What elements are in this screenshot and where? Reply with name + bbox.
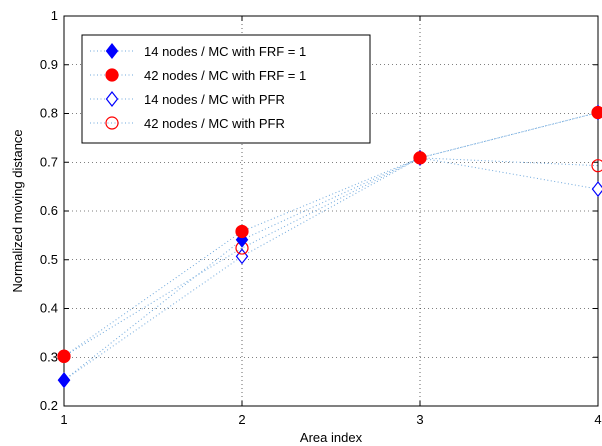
data-point: [57, 372, 71, 389]
connector-lines: [63, 112, 599, 381]
y-tick-label: 0.4: [40, 301, 58, 316]
y-tick-label: 0.2: [40, 398, 58, 413]
y-axis-label: Normalized moving distance: [10, 129, 25, 292]
legend-marker: [105, 116, 119, 130]
legend-label: 14 nodes / MC with FRF = 1: [144, 44, 306, 59]
y-tick-label: 0.9: [40, 57, 58, 72]
legend-marker: [105, 43, 119, 59]
data-point: [591, 105, 602, 120]
legend-label: 14 nodes / MC with PFR: [144, 92, 285, 107]
x-tick-label: 2: [238, 412, 245, 427]
series-connector: [63, 157, 599, 357]
y-tick-label: 0.5: [40, 252, 58, 267]
x-axis-label: Area index: [300, 430, 363, 445]
data-point: [413, 151, 427, 165]
legend-box: [81, 34, 371, 144]
legend: 14 nodes / MC with FRF = 1 42 nodes / MC …: [81, 34, 371, 144]
data-point: [591, 159, 602, 173]
y-tick-label: 0.3: [40, 349, 58, 364]
x-tick-label: 4: [594, 412, 601, 427]
legend-label: 42 nodes / MC with PFR: [144, 116, 285, 131]
series-connector: [63, 112, 599, 357]
legend-marker: [105, 68, 119, 82]
axis-ticks: 0.2 0.3 0.4 0.5 0.6 0.7 0.8 0.9 1 1 2 3 4: [40, 8, 602, 427]
series-connector: [63, 157, 599, 381]
x-tick-label: 1: [60, 412, 67, 427]
y-tick-label: 0.8: [40, 106, 58, 121]
data-markers: [57, 104, 602, 389]
legend-label: 42 nodes / MC with FRF = 1: [144, 68, 306, 83]
data-point: [57, 349, 71, 363]
y-tick-label: 1: [51, 8, 58, 23]
y-tick-label: 0.7: [40, 154, 58, 169]
legend-marker: [105, 91, 119, 107]
y-tick-label: 0.6: [40, 203, 58, 218]
x-tick-label: 3: [416, 412, 423, 427]
data-point: [235, 224, 249, 239]
